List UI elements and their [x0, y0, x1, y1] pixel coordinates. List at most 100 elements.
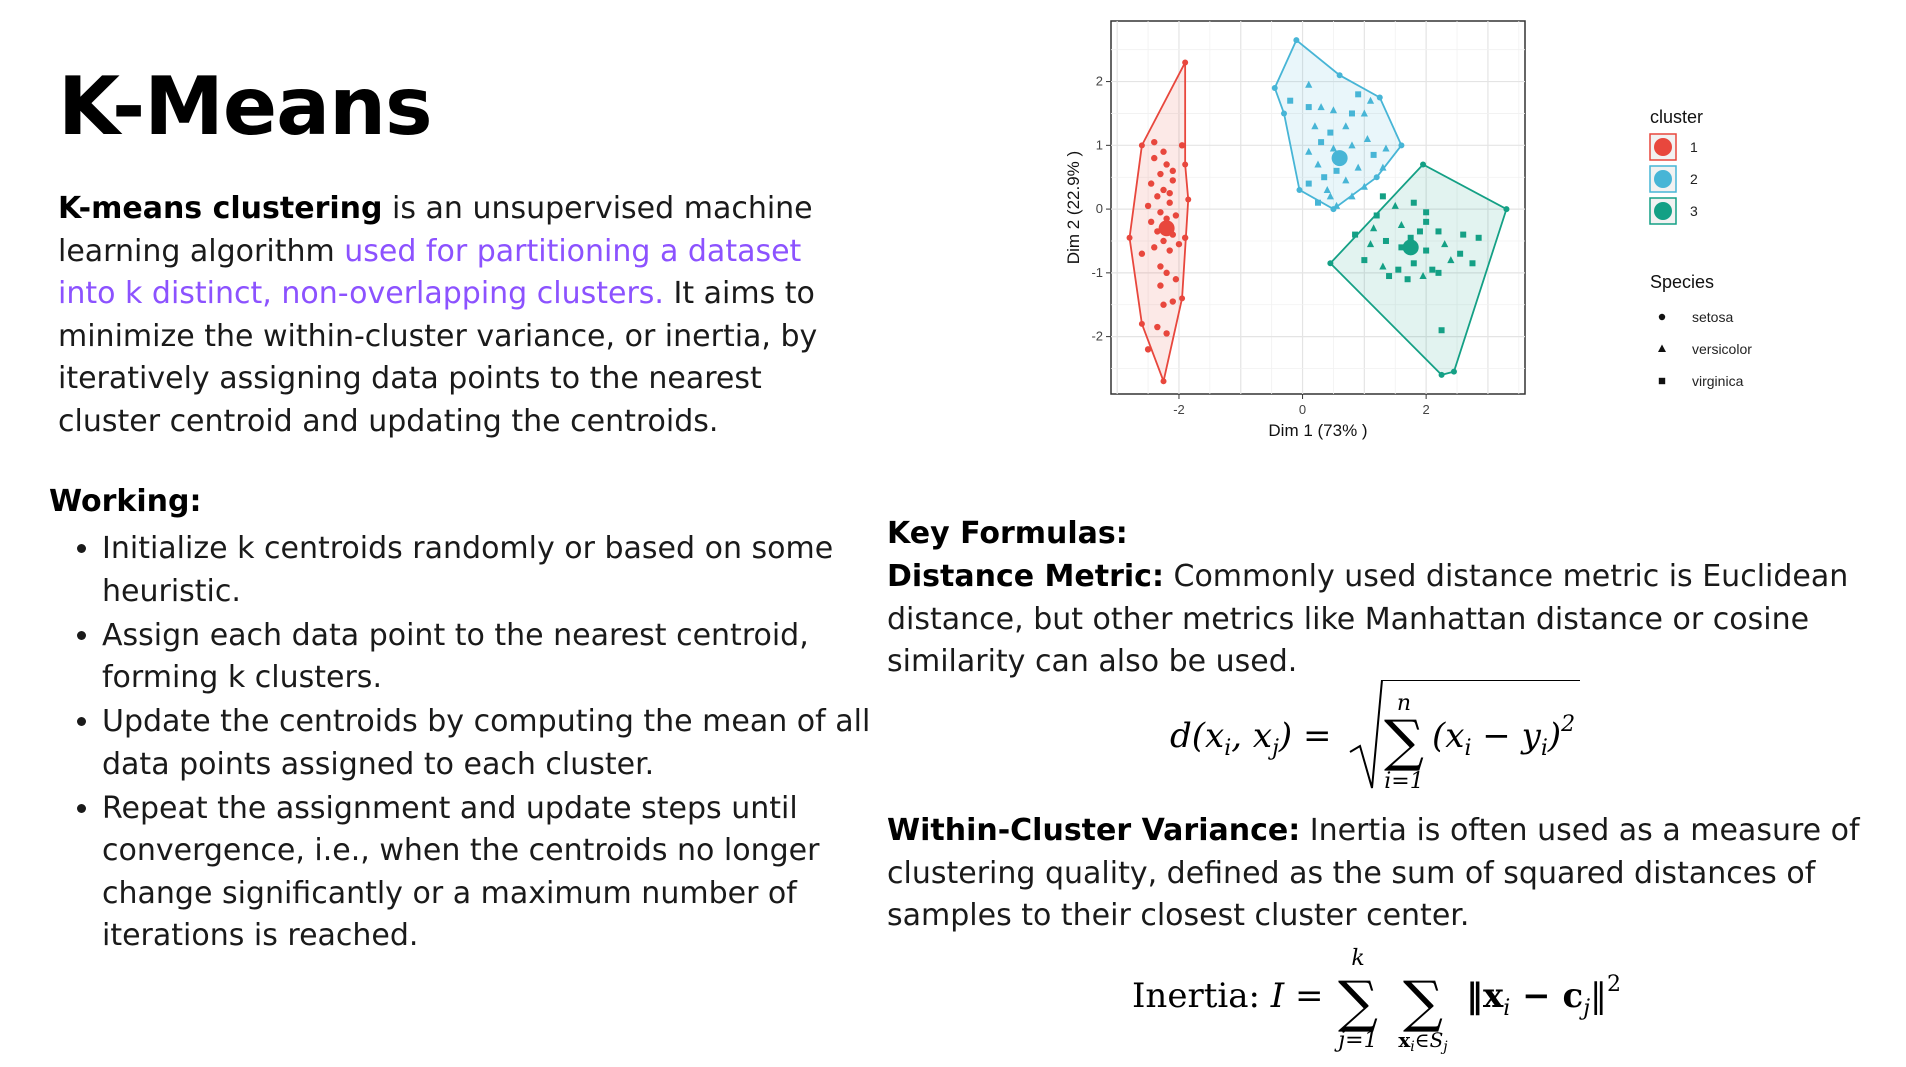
data-point — [1166, 189, 1173, 197]
hull-vertex — [1296, 186, 1303, 193]
sum1-sign: ∑ — [1338, 970, 1378, 1035]
intro-paragraph: K-means clustering is an unsupervised ma… — [58, 188, 848, 443]
data-point — [1151, 138, 1158, 146]
data-point — [1323, 185, 1331, 193]
inertia-var: I — [1270, 976, 1285, 1016]
legend-species-shape — [1658, 344, 1666, 352]
data-point — [1360, 109, 1368, 117]
data-point — [1447, 256, 1455, 264]
data-point — [1435, 269, 1442, 276]
inertia-formula: Inertia: I = k ∑ j=1 ∑ xi∈Sj ‖xi − cj‖2 — [1132, 946, 1621, 1055]
data-point — [1382, 237, 1389, 244]
x-axis-label: Dim 1 (73% ) — [1268, 421, 1367, 440]
hull-vertex — [1281, 110, 1288, 117]
data-point — [1326, 192, 1334, 200]
data-point — [1169, 167, 1176, 175]
data-point — [1157, 263, 1164, 270]
hull-vertex — [1179, 295, 1186, 302]
svg-text:(xi − yi)2: (xi − yi)2 — [1432, 712, 1575, 761]
working-item: Initialize k centroids randomly or based… — [102, 528, 902, 613]
legend-cluster-dot — [1654, 202, 1672, 220]
data-point — [1379, 193, 1386, 200]
data-point — [1366, 96, 1375, 104]
hull-vertex — [1160, 378, 1167, 385]
data-point — [1138, 250, 1146, 257]
data-point — [1333, 167, 1340, 174]
data-point — [1166, 199, 1173, 206]
legend-species-shape — [1658, 377, 1666, 385]
data-point — [1172, 212, 1180, 219]
legend-species-label: versicolor — [1692, 341, 1752, 357]
hull-vertex — [1420, 161, 1427, 168]
data-point — [1379, 262, 1387, 270]
sum-top: n — [1397, 691, 1411, 716]
data-point — [1398, 244, 1405, 251]
data-point — [1315, 199, 1321, 206]
data-point — [1160, 301, 1167, 308]
data-point — [1160, 237, 1167, 245]
data-point — [1314, 160, 1322, 168]
intro-bold-lead: K-means clustering — [58, 191, 383, 226]
distance-formula: d(xi, xj) = n ∑ i=1 (xi − yi)2 — [1170, 680, 1580, 794]
data-point — [1163, 215, 1170, 222]
data-point — [1163, 330, 1170, 337]
data-point — [1360, 182, 1368, 190]
svg-text:d(xi, xj) =: d(xi, xj) = — [1170, 716, 1331, 761]
data-point — [1361, 257, 1368, 264]
sum2-bottom-sub: i — [1410, 1039, 1414, 1055]
intro-highlight: used for partitioning a dataset into k d… — [58, 233, 802, 312]
y-axis-label: Dim 2 (22.9% ) — [1064, 151, 1083, 264]
data-point — [1163, 269, 1170, 277]
sum2-sign: ∑ — [1403, 970, 1443, 1035]
data-point — [1157, 209, 1164, 216]
data-point — [1144, 202, 1152, 210]
data-points — [1126, 37, 1510, 385]
hull-vertex — [1293, 37, 1300, 44]
data-point — [1144, 346, 1152, 353]
hull-vertex — [1450, 368, 1457, 375]
hull-vertex — [1138, 320, 1145, 327]
data-point — [1147, 180, 1155, 187]
sum-sign: ∑ — [1384, 709, 1424, 774]
intro-text-1: is an unsupervised machine learning algo… — [58, 191, 813, 269]
distance-metric-text: Commonly used distance metric is Euclide… — [887, 559, 1849, 679]
working-item: Update the centroids by computing the me… — [102, 701, 902, 786]
norm-sub: i — [1503, 996, 1510, 1021]
x-tick-label: 2 — [1423, 402, 1430, 417]
data-point — [1154, 323, 1161, 331]
within-cluster-variance-paragraph: Within-Cluster Variance: Inertia is ofte… — [887, 810, 1887, 938]
hull-vertex — [1373, 174, 1380, 181]
data-point — [1352, 231, 1359, 238]
data-point — [1287, 97, 1294, 104]
data-point — [1169, 177, 1176, 184]
inertia-prefix: Inertia: — [1132, 976, 1271, 1016]
inertia-equals: = — [1284, 976, 1323, 1016]
svg-text:‖xi − cj‖2: ‖xi − cj‖2 — [1466, 972, 1621, 1021]
radical-sign — [1349, 680, 1580, 789]
data-point — [1348, 141, 1356, 149]
distance-formula-lhs: d(x — [1170, 716, 1224, 756]
hull-vertex — [1126, 234, 1133, 241]
plot-area — [1110, 20, 1526, 395]
data-point — [1395, 266, 1402, 273]
x-tick-label: -2 — [1173, 402, 1185, 417]
data-point — [1457, 250, 1464, 257]
data-point — [1305, 104, 1312, 111]
data-point — [1160, 148, 1167, 155]
data-point — [1419, 272, 1427, 280]
svg-text:Inertia: I =: Inertia: I = — [1132, 976, 1324, 1016]
page-title: K-Means — [58, 60, 433, 153]
data-point — [1407, 234, 1414, 241]
svg-text:xi∈Sj: xi∈Sj — [1398, 1028, 1448, 1055]
sum1-top: k — [1351, 946, 1364, 971]
data-point — [1329, 144, 1338, 152]
cluster-centroid-2 — [1331, 150, 1348, 167]
intro-text-2: It aims to minimize the within-cluster v… — [58, 276, 818, 439]
sum1-bottom: j=1 — [1333, 1028, 1377, 1053]
data-point — [1382, 144, 1390, 152]
hull-vertex — [1438, 371, 1445, 378]
distance-metric-paragraph: Distance Metric: Commonly used distance … — [887, 556, 1887, 684]
legend-cluster-dot — [1654, 170, 1672, 188]
formula-term: (x — [1432, 716, 1464, 756]
